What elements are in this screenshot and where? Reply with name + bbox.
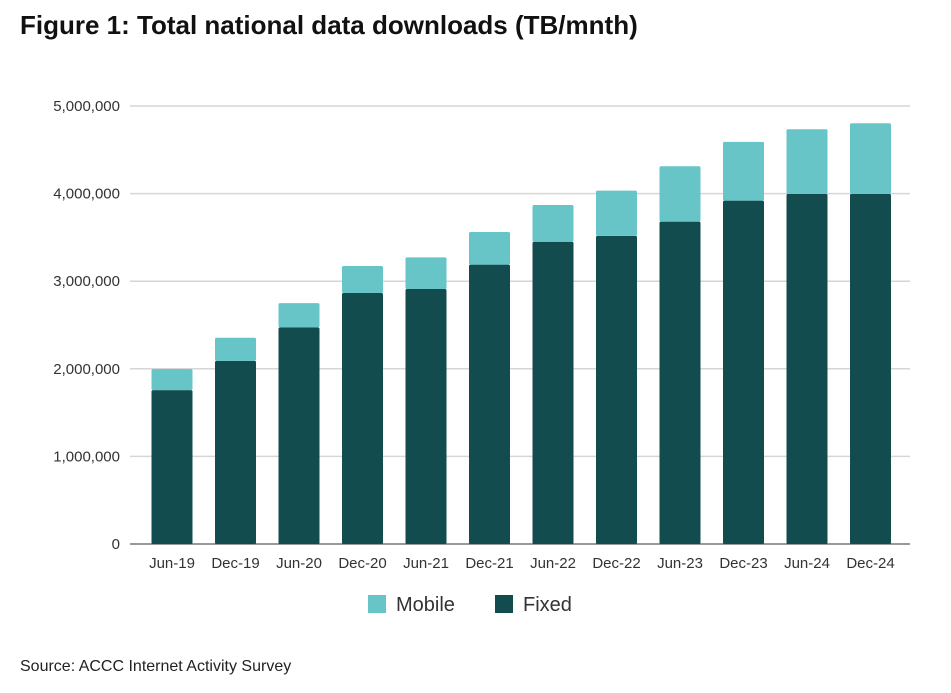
x-tick-label: Jun-21	[403, 555, 449, 572]
y-tick-label: 0	[112, 536, 120, 553]
x-tick-label: Jun-24	[784, 555, 830, 572]
bar-fixed	[659, 221, 701, 544]
bar-fixed	[278, 327, 320, 544]
y-tick-label: 1,000,000	[53, 448, 120, 465]
bar-fixed	[151, 390, 193, 544]
bar-mobile	[596, 190, 637, 236]
chart-title: Figure 1: Total national data downloads …	[20, 10, 638, 40]
source-note: Source: ACCC Internet Activity Survey	[20, 658, 292, 675]
bar-fixed	[850, 193, 891, 544]
legend-label-fixed: Fixed	[523, 594, 572, 616]
legend-swatch-mobile	[368, 595, 386, 613]
x-tick-label: Jun-22	[530, 555, 576, 572]
bar-mobile	[469, 231, 510, 265]
x-tick-label: Dec-22	[592, 555, 640, 572]
x-tick-label: Jun-20	[276, 555, 322, 572]
x-tick-label: Dec-23	[719, 555, 767, 572]
bar-fixed	[723, 200, 764, 544]
legend-swatch-fixed	[495, 595, 513, 613]
bar-fixed	[786, 193, 828, 544]
bar-mobile	[151, 369, 193, 391]
x-tick-label: Jun-23	[657, 555, 703, 572]
bar-mobile	[850, 123, 891, 194]
bar-fixed	[405, 288, 447, 544]
bar-mobile	[342, 266, 383, 294]
bar-fixed	[215, 360, 256, 544]
x-tick-label: Dec-20	[338, 555, 386, 572]
y-tick-label: 5,000,000	[53, 98, 120, 115]
x-tick-label: Jun-19	[149, 555, 195, 572]
bar-mobile	[405, 257, 447, 289]
y-tick-label: 2,000,000	[53, 361, 120, 378]
bar-mobile	[215, 337, 256, 361]
y-tick-label: 4,000,000	[53, 186, 120, 203]
bar-fixed	[342, 293, 383, 544]
y-tick-label: 3,000,000	[53, 273, 120, 290]
bar-mobile	[786, 129, 828, 194]
bar-fixed	[532, 241, 574, 545]
bar-mobile	[278, 303, 320, 328]
bar-mobile	[723, 141, 764, 201]
x-tick-label: Dec-21	[465, 555, 513, 572]
bar-fixed	[469, 264, 510, 544]
legend-label-mobile: Mobile	[396, 594, 455, 616]
bar-fixed	[596, 235, 637, 544]
x-tick-label: Dec-19	[211, 555, 259, 572]
x-tick-label: Dec-24	[846, 555, 894, 572]
bar-mobile	[659, 166, 701, 222]
bar-mobile	[532, 204, 574, 242]
